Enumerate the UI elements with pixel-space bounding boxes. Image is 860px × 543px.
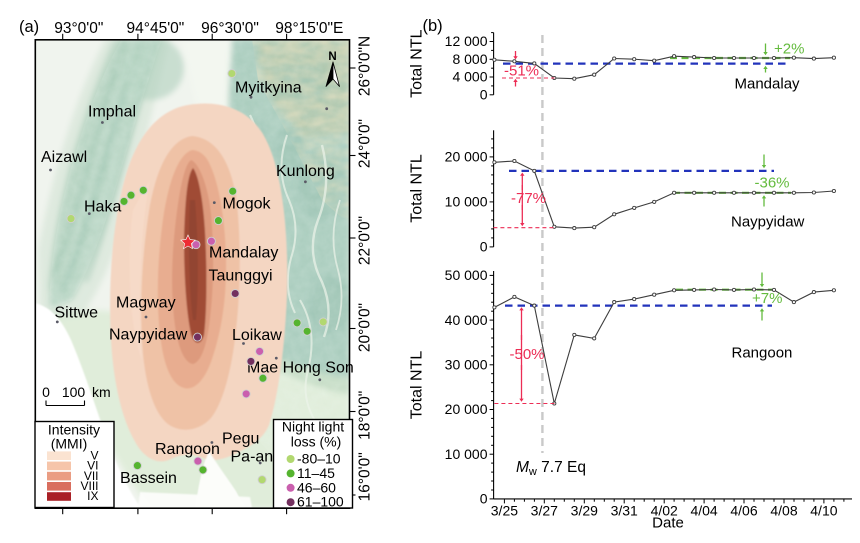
svg-text:VI: VI [87,459,98,473]
svg-text:Magway: Magway [116,295,176,312]
svg-text:-36%: -36% [755,174,790,191]
svg-text:Naypyidaw: Naypyidaw [731,213,805,230]
svg-text:100: 100 [62,384,86,400]
svg-text:4/02: 4/02 [651,503,678,519]
svg-text:4 000: 4 000 [452,69,487,85]
svg-text:-80–10: -80–10 [297,451,341,467]
svg-text:20 000: 20 000 [445,149,488,165]
svg-text:18°0'0": 18°0'0" [357,391,374,440]
svg-text:Pegu: Pegu [222,431,259,448]
svg-text:VII: VII [84,469,99,483]
svg-text:22°0'0": 22°0'0" [357,216,374,265]
svg-text:V: V [90,448,98,462]
svg-text:4/08: 4/08 [770,503,797,519]
svg-text:10 000: 10 000 [445,446,488,462]
svg-text:98°15'0"E: 98°15'0"E [275,20,343,37]
svg-text:Night light: Night light [282,419,344,435]
svg-text:(MMI): (MMI) [51,436,88,452]
svg-text:Aizawl: Aizawl [41,149,87,166]
svg-text:Mandalay: Mandalay [735,75,801,92]
svg-text:0: 0 [480,491,488,507]
svg-text:N: N [328,51,336,63]
svg-text:Taunggyi: Taunggyi [209,267,273,284]
svg-text:3/29: 3/29 [571,503,598,519]
svg-text:+2%: +2% [774,41,804,58]
svg-text:-77%: -77% [511,190,546,207]
svg-text:Haka: Haka [84,199,121,216]
svg-text:Loikaw: Loikaw [232,327,282,344]
svg-text:+7%: +7% [752,290,782,307]
svg-text:4/06: 4/06 [730,503,757,519]
svg-text:VIII: VIII [80,479,98,493]
svg-text:Mandalay: Mandalay [209,245,278,262]
svg-text:20 000: 20 000 [445,401,488,417]
svg-text:4/04: 4/04 [690,503,717,519]
svg-text:IX: IX [87,489,98,503]
svg-text:61–100: 61–100 [297,494,344,510]
svg-text:0: 0 [480,239,488,255]
svg-text:Mw 7.7 Eq: Mw 7.7 Eq [516,459,586,478]
svg-text:30 000: 30 000 [445,357,488,373]
svg-text:Sittwe: Sittwe [55,305,99,322]
svg-text:(a): (a) [19,18,39,36]
svg-text:40 000: 40 000 [445,312,488,328]
svg-text:Total NTL: Total NTL [409,351,426,420]
svg-text:10 000: 10 000 [445,194,488,210]
svg-text:Bassein: Bassein [120,470,177,487]
svg-text:0: 0 [42,384,50,400]
svg-text:0: 0 [480,87,488,103]
svg-text:Rangoon: Rangoon [155,441,220,458]
svg-text:8 000: 8 000 [452,51,487,67]
svg-text:3/25: 3/25 [491,503,518,519]
svg-text:Date: Date [652,515,684,532]
svg-text:Intensity: Intensity [48,422,100,438]
svg-text:11–45: 11–45 [297,465,335,481]
svg-text:46–60: 46–60 [297,479,336,495]
svg-text:Mogok: Mogok [223,195,272,212]
svg-text:Naypyidaw: Naypyidaw [109,326,188,343]
svg-text:Total NTL: Total NTL [409,29,426,98]
svg-text:Rangoon: Rangoon [732,344,793,361]
svg-text:loss (%): loss (%) [291,434,342,450]
svg-text:3/31: 3/31 [611,503,638,519]
svg-text:4/10: 4/10 [810,503,837,519]
svg-text:-50%: -50% [510,346,545,363]
svg-text:24°0'0": 24°0'0" [357,119,374,168]
svg-text:(b): (b) [423,17,443,35]
svg-text:50 000: 50 000 [445,267,488,283]
svg-text:3/27: 3/27 [531,503,558,519]
svg-text:Mae Hong Son: Mae Hong Son [247,359,354,376]
svg-text:Pa-an: Pa-an [231,448,274,465]
svg-text:16°0'0": 16°0'0" [357,452,374,501]
svg-text:Kunlong: Kunlong [276,163,335,180]
svg-text:km: km [92,384,111,400]
svg-text:Imphal: Imphal [88,104,136,121]
svg-text:93°0'0": 93°0'0" [54,20,103,37]
svg-text:Myitkyina: Myitkyina [235,79,302,96]
svg-text:-51%: -51% [504,63,539,80]
svg-text:Total NTL: Total NTL [409,154,426,223]
svg-text:26°0'0"N: 26°0'0"N [357,36,374,96]
svg-text:12 000: 12 000 [445,33,488,49]
svg-text:94°45'0": 94°45'0" [127,20,185,37]
svg-text:20°0'0": 20°0'0" [357,303,374,352]
svg-text:96°30'0": 96°30'0" [201,20,259,37]
